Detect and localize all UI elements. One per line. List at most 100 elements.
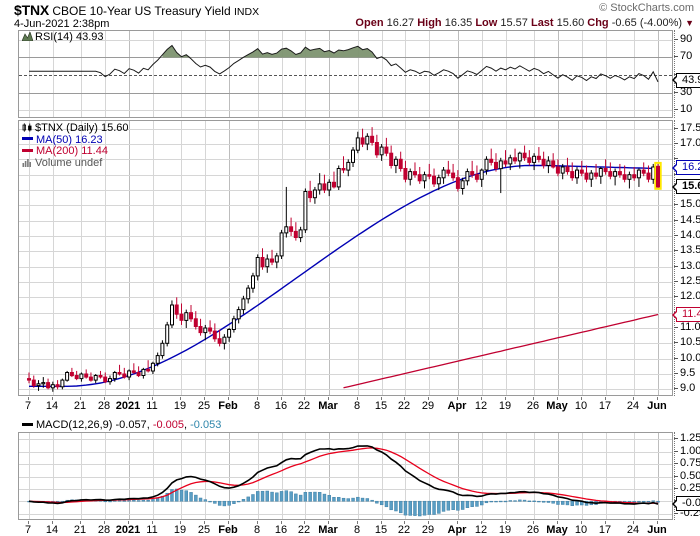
x-tick-label: 24 [626,400,640,412]
macd-panel [18,432,673,520]
x-tick-label: 16 [274,400,288,412]
x-tick-label: 14 [45,524,59,536]
ma200-legend-text: MA(200) 11.44 [36,145,108,157]
y-tick-label: 14.5 [680,214,700,226]
x-tick-label: Jun [647,400,667,412]
y-tick-label: 9.5 [680,367,696,379]
x-tick-label: 29 [421,400,435,412]
x-tick-label: 17 [598,524,612,536]
price-legend: $TNX (Daily) 15.60 MA(50) 16.23 MA(200) … [22,122,129,169]
rsi-mountain-icon [22,32,33,41]
x-tick-label: Jun [647,524,667,536]
x-tick-label: May [546,524,568,536]
x-tick-label: 28 [97,400,111,412]
macd-plot [27,445,660,517]
x-tick-label: 21 [73,524,87,536]
macd-legend-name: MACD(12,26,9) [36,419,113,431]
volume-bars-icon [22,158,31,167]
candlestick-icon [22,123,32,132]
x-tick-label: 29 [421,524,435,536]
x-tick-label: May [546,400,568,412]
ma50-legend-text: MA(50) 16.23 [36,133,103,146]
y-tick-label: 17.5 [680,122,700,134]
rsi-value-callout: 43.93 [672,72,700,88]
chg-value: -0.65 (-4.00%) [611,17,683,29]
chart-title: $TNX CBOE 10-Year US Treasury Yield INDX [14,2,259,18]
volume-legend-text: Volume undef [35,156,103,169]
x-tick-label: 12 [474,524,488,536]
last-label: Last [530,17,554,29]
macd-histogram-value: -0.053 [190,419,222,431]
price-panel [18,120,673,396]
macd-signal-value: -0.005 [152,419,185,431]
x-tick-label: 2021 [115,400,141,412]
x-tick-label: 11 [146,524,158,536]
ma200-value-callout: 11.44 [672,307,700,322]
y-tick-label: 12.5 [680,275,700,287]
rsi-legend: RSI(14) 43.93 [22,31,104,44]
x-tick-label: 22 [397,524,411,536]
x-tick-label: 12 [474,400,488,412]
y-tick-label: 0.50 [680,470,700,482]
x-tick-label: Mar [318,400,338,412]
x-tick-label: 8 [253,524,261,536]
x-tick-label: 10 [574,524,588,536]
rsi-plot [29,44,659,83]
x-tick-label: 10 [574,400,588,412]
y-tick-label: 10.5 [680,336,700,348]
y-tick-label: 9.0 [680,382,696,394]
ticker-description: CBOE 10-Year US Treasury Yield [52,4,231,18]
chg-label: Chg [587,17,609,29]
y-tick-label: 0.75 [680,457,700,469]
last-price-callout: 15.60 [672,179,700,195]
chg-down-arrow: ▼ [685,18,694,28]
x-tick-label: 28 [97,524,111,536]
price-plot [27,127,662,392]
low-value: 15.57 [500,17,528,29]
x-tick-label: Feb [218,524,238,536]
quote-bar: Open 16.27 High 16.35 Low 15.57 Last 15.… [355,17,694,29]
ma200-swatch [22,148,33,152]
rsi-panel [18,30,673,118]
x-tick-label: 8 [353,524,361,536]
open-label: Open [355,17,384,29]
x-tick-label: 8 [253,400,261,412]
y-tick-label: 90 [680,33,693,45]
open-value: 16.27 [386,17,415,29]
high-value: 16.35 [444,17,473,29]
y-tick-label: 11.0 [680,321,700,333]
quote-timestamp: 4-Jun-2021 2:38pm [14,18,110,30]
stockcharts-brand: © StockCharts.com [599,2,694,14]
x-tick-label: 26 [526,400,540,412]
ma50-value-callout: 16.23 [672,160,700,176]
x-tick-label: Apr [447,524,467,536]
y-tick-label: 12.0 [680,290,700,302]
x-tick-label: 14 [45,400,59,412]
y-tick-label: 15.0 [680,198,700,210]
y-tick-label: 30 [680,86,693,98]
y-tick-label: 10.0 [680,352,700,364]
x-tick-label: 22 [397,400,411,412]
y-tick-label: 70 [680,50,693,62]
x-tick-label: 2021 [115,524,141,536]
last-value: 15.60 [556,17,585,29]
rsi-legend-text: RSI(14) 43.93 [35,31,104,43]
low-label: Low [475,17,498,29]
price-legend-title: $TNX (Daily) 15.60 [35,122,129,134]
y-tick-label: 0.25 [680,482,700,494]
x-tick-label: 17 [598,400,612,412]
x-tick-label: 15 [374,524,388,536]
high-label: High [417,17,442,29]
x-tick-label: 25 [197,400,211,412]
x-tick-label: 21 [73,400,87,412]
y-tick-label: 1.25 [680,432,700,444]
x-tick-label: Mar [318,524,338,536]
macd-swatch [22,422,33,426]
y-tick-label: 13.5 [680,244,700,256]
y-tick-label: 10 [680,103,693,115]
macd-value: -0.057 [115,419,147,431]
macd-legend: MACD(12,26,9) -0.057, -0.005, -0.053 [22,419,222,432]
x-tick-label: 22 [297,524,311,536]
x-tick-label: 19 [498,400,512,412]
